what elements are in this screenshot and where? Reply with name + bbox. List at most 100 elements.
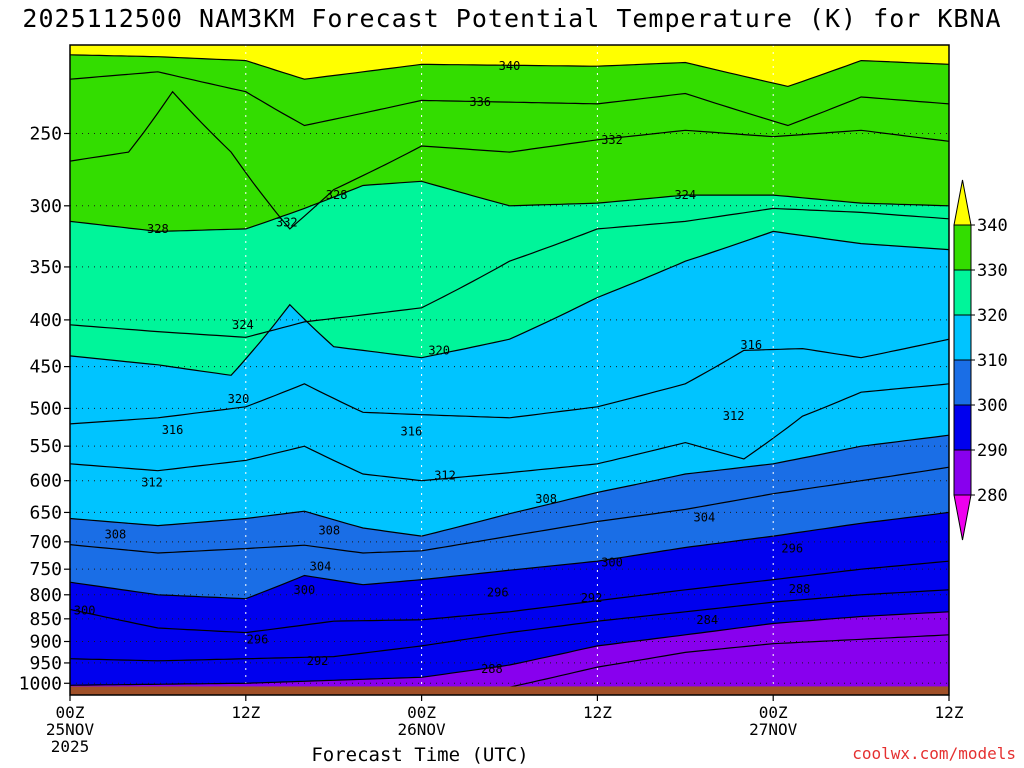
y-tick-label-650: 650 xyxy=(29,502,62,523)
theta-band-284 xyxy=(70,634,949,695)
theta-band-340 xyxy=(70,54,949,126)
contour-label-316: 316 xyxy=(162,423,184,437)
y-tick-label-400: 400 xyxy=(29,310,62,331)
y-tick-label-350: 350 xyxy=(29,257,62,278)
x-tick-label-48-1: 27NOV xyxy=(749,720,798,739)
colorbar-label-280: 280 xyxy=(977,486,1008,506)
y-tick-label-750: 750 xyxy=(29,559,62,580)
colorbar-label-300: 300 xyxy=(977,396,1008,416)
isentrope-332 xyxy=(70,90,949,230)
theta-band-304 xyxy=(70,467,949,599)
terrain-band xyxy=(70,686,949,695)
x-tick-label-60-0: 12Z xyxy=(935,703,964,722)
contour-label-328: 328 xyxy=(147,222,169,236)
contour-label-332: 332 xyxy=(276,216,298,230)
theta-band-300 xyxy=(70,512,949,633)
colorbar-label-340: 340 xyxy=(977,216,1008,236)
contour-label-292: 292 xyxy=(307,654,329,668)
contour-label-300: 300 xyxy=(74,603,96,617)
x-tick-label-0-1: 25NOV xyxy=(46,720,95,739)
theta-band-308 xyxy=(70,435,949,553)
y-tick-label-550: 550 xyxy=(29,436,62,457)
x-tick-label-48-0: 00Z xyxy=(759,703,788,722)
contour-label-300: 300 xyxy=(601,555,623,569)
footer-credit: coolwx.com/models xyxy=(852,744,1016,763)
isentrope-312 xyxy=(70,383,949,482)
contour-label-296: 296 xyxy=(781,542,803,556)
y-axis: 250 300 350 400 450 500 550 600 650 700 750 800 850 9… xyxy=(19,123,70,694)
colorbar-label-330: 330 xyxy=(977,261,1008,281)
terrain-layer xyxy=(70,686,949,695)
colorbar-bin-330 xyxy=(953,224,972,271)
contour-label-304: 304 xyxy=(694,510,716,524)
y-tick-label-850: 850 xyxy=(29,609,62,630)
y-tick-label-1000: 1000 xyxy=(19,673,62,694)
theta-band-336 xyxy=(70,71,949,229)
y-tick-label-500: 500 xyxy=(29,398,62,419)
colorbar: 340 330 320 310 300 290 280 xyxy=(953,179,1008,541)
isentrope-320 xyxy=(70,230,949,376)
theta-band-316 xyxy=(70,339,949,481)
isentrope-316 xyxy=(70,338,949,425)
colorbar-top-arrow xyxy=(953,179,972,226)
x-axis-title: Forecast Time (UTC) xyxy=(311,744,529,766)
contour-label-316: 316 xyxy=(401,424,423,438)
contour-label-324: 324 xyxy=(232,318,254,332)
contour-label-288: 288 xyxy=(789,582,811,596)
isentrope-304 xyxy=(70,466,949,554)
isentrope-296 xyxy=(70,560,949,634)
contour-label-296: 296 xyxy=(247,632,269,646)
contour-label-304: 304 xyxy=(310,560,332,574)
isentrope-292 xyxy=(70,589,949,662)
contour-label-300: 300 xyxy=(294,583,316,597)
x-tick-label-24-1: 26NOV xyxy=(398,720,447,739)
contour-label-320: 320 xyxy=(228,392,250,406)
contour-label-336: 336 xyxy=(469,95,491,109)
y-tick-label-600: 600 xyxy=(29,471,62,492)
isentrope-328 xyxy=(70,180,949,233)
theta-band-320 xyxy=(70,231,949,424)
contour-label-312: 312 xyxy=(434,468,456,482)
theta-band-328 xyxy=(70,181,949,338)
contour-label-324: 324 xyxy=(674,188,696,202)
theta-band-292 xyxy=(70,589,949,686)
contour-label-332: 332 xyxy=(601,133,623,147)
contour-label-316: 316 xyxy=(740,338,762,352)
contour-label-296: 296 xyxy=(487,585,509,599)
theta-band-340-up xyxy=(70,45,949,87)
plot-frame xyxy=(69,44,950,696)
isentrope-288 xyxy=(70,611,949,686)
colorbar-bin-300 xyxy=(953,359,972,406)
contour-label-340: 340 xyxy=(499,59,521,73)
y-tick-label-250: 250 xyxy=(29,123,62,144)
contour-label-288: 288 xyxy=(481,662,503,676)
colorbar-bottom-arrow xyxy=(953,494,972,541)
theta-band-312 xyxy=(70,383,949,537)
y-tick-label-950: 950 xyxy=(29,653,62,674)
contour-label-312: 312 xyxy=(723,409,745,423)
colorbar-label-310: 310 xyxy=(977,351,1008,371)
isentrope-324 xyxy=(70,207,949,338)
colorbar-bin-280 xyxy=(953,449,972,496)
contour-label-320: 320 xyxy=(428,343,450,357)
isentrope-340 xyxy=(70,54,949,88)
isentrope-layer xyxy=(70,54,949,695)
x-tick-label-24-0: 00Z xyxy=(407,703,436,722)
y-tick-label-800: 800 xyxy=(29,585,62,606)
contour-label-312: 312 xyxy=(141,476,163,490)
colorbar-bin-290 xyxy=(953,404,972,451)
chart-title: 2025112500 NAM3KM Forecast Potential Tem… xyxy=(22,4,1002,33)
isentrope-336 xyxy=(70,71,949,127)
y-tick-label-450: 450 xyxy=(29,357,62,378)
colorbar-label-320: 320 xyxy=(977,306,1008,326)
contour-label-layer: 340 336 332 332 328 328 324 324 320 320 316 316 316 3… xyxy=(74,59,811,676)
x-tick-label-36-0: 12Z xyxy=(583,703,612,722)
contour-label-284: 284 xyxy=(696,613,718,627)
theta-band-288 xyxy=(70,611,949,695)
y-tick-label-700: 700 xyxy=(29,532,62,553)
contour-label-308: 308 xyxy=(318,523,340,537)
contour-label-292: 292 xyxy=(581,591,603,605)
y-tick-label-300: 300 xyxy=(29,196,62,217)
x-tick-label-0-2: 2025 xyxy=(51,737,90,756)
